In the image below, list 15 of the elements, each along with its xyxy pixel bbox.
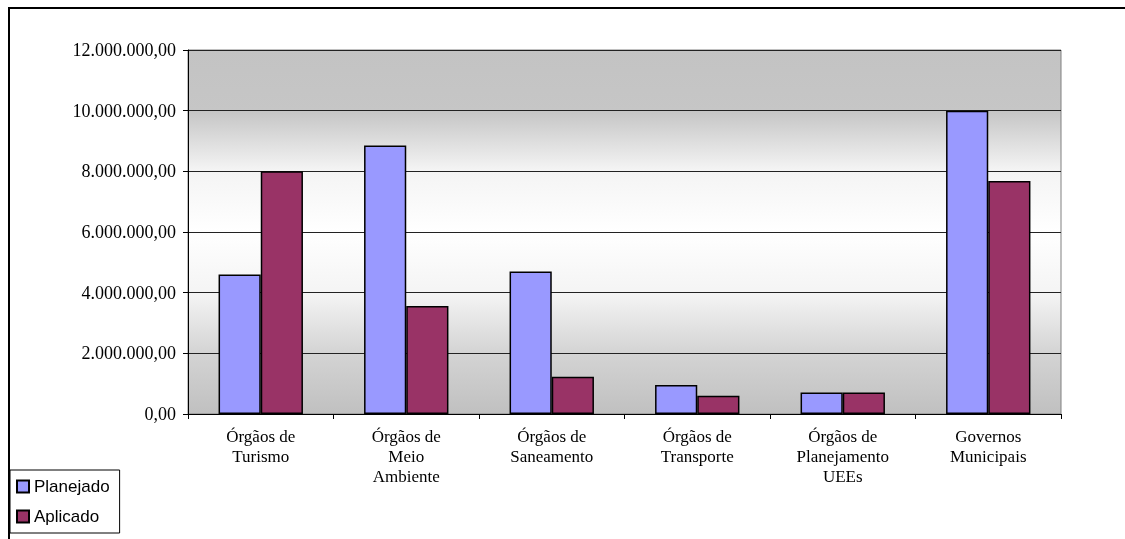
y-tick-label: 6.000.000,00: [81, 222, 176, 242]
x-tick-label: Órgãos de Meio Ambiente: [371, 426, 441, 486]
x-tick-label: Órgãos de Saneamento: [510, 426, 594, 466]
y-tick-label: 10.000.000,00: [72, 100, 176, 121]
x-tick-label: Governos Municipais: [950, 426, 1027, 466]
legend-label: Aplicado: [34, 507, 100, 526]
x-tick-label: Órgãos de Turismo: [226, 426, 296, 466]
y-tick-label: 4.000.000,00: [81, 282, 176, 303]
x-tick-label: Órgãos de Planejamento UEEs: [796, 426, 890, 486]
y-tick-label: 2.000.000,00: [81, 343, 176, 364]
legend-label: Planejado: [34, 477, 110, 496]
x-tick-label: Órgãos de Transporte: [660, 426, 734, 466]
y-tick-label: 12.000.000,00: [72, 40, 176, 60]
y-tick-label: 8.000.000,00: [81, 161, 176, 182]
y-tick-label: 0,00: [144, 404, 176, 424]
